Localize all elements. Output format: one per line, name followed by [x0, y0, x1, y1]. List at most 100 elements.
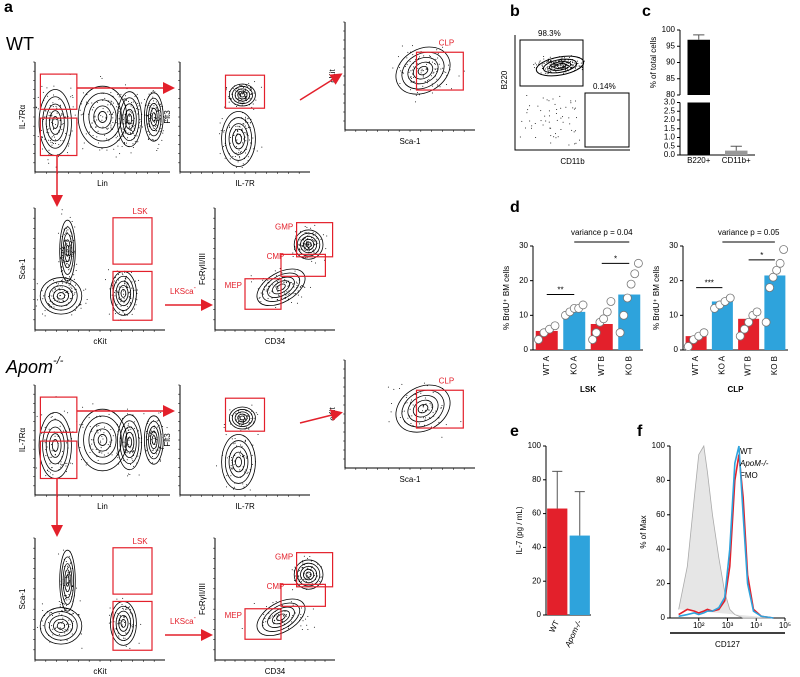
contour	[53, 618, 69, 633]
event-dot	[576, 60, 578, 62]
event-dot	[74, 114, 76, 116]
contour	[237, 413, 248, 423]
gate-label: LSK	[133, 537, 149, 546]
event-dot	[156, 124, 158, 126]
event-dot	[240, 450, 242, 452]
event-dot	[131, 287, 133, 289]
event-dot	[135, 304, 137, 306]
event-dot	[102, 116, 104, 118]
event-dot	[298, 244, 300, 246]
event-dot	[64, 240, 66, 242]
event-dot	[66, 604, 68, 606]
event-dot	[566, 65, 568, 67]
event-dot	[219, 122, 221, 124]
contour	[228, 446, 249, 478]
event-dot	[92, 448, 94, 450]
event-dot	[154, 127, 156, 129]
event-dot	[292, 604, 294, 606]
event-dot	[148, 117, 150, 119]
legend-entry: WT	[740, 447, 753, 456]
event-dot	[229, 409, 231, 411]
event-dot	[431, 426, 433, 428]
contour	[228, 83, 256, 107]
event-dot	[451, 88, 453, 90]
event-dot	[128, 423, 130, 425]
event-dot	[58, 144, 60, 146]
event-dot	[225, 87, 227, 89]
event-dot	[294, 566, 296, 568]
event-dot	[152, 96, 154, 98]
event-dot	[125, 451, 127, 453]
event-dot	[122, 274, 124, 276]
contour	[51, 116, 59, 129]
event-dot	[61, 123, 63, 125]
event-dot	[568, 144, 570, 146]
contour	[224, 440, 253, 484]
event-dot	[66, 624, 68, 626]
event-dot	[249, 489, 251, 491]
event-dot	[568, 57, 570, 59]
event-dot	[243, 138, 245, 140]
event-dot	[417, 57, 419, 59]
event-dot	[157, 426, 159, 428]
event-dot	[54, 118, 56, 120]
y-axis-label: IL-7Rα	[18, 428, 27, 453]
event-dot	[257, 413, 259, 415]
event-dot	[130, 464, 132, 466]
event-dot	[440, 68, 442, 70]
event-dot	[41, 432, 43, 434]
contour	[235, 456, 242, 468]
x-axis-label: CLP	[728, 385, 745, 394]
event-dot	[575, 117, 577, 119]
event-dot	[71, 130, 73, 132]
event-dot	[235, 413, 237, 415]
gate	[519, 39, 584, 87]
event-dot	[571, 129, 573, 131]
event-dot	[223, 131, 225, 133]
event-dot	[270, 616, 272, 618]
event-dot	[294, 612, 296, 614]
event-dot	[59, 119, 61, 121]
event-dot	[61, 129, 63, 131]
event-dot	[224, 106, 226, 108]
gate	[244, 278, 282, 310]
event-dot	[145, 430, 147, 432]
event-dot	[296, 285, 298, 287]
contour	[126, 436, 133, 448]
event-dot	[128, 439, 130, 441]
event-dot	[227, 96, 229, 98]
event-dot	[245, 426, 247, 428]
event-dot	[555, 137, 557, 139]
event-dot	[48, 428, 50, 430]
event-dot	[307, 248, 309, 250]
event-dot	[156, 109, 158, 111]
x-tick-label: B220+	[687, 156, 711, 165]
event-dot	[231, 457, 233, 459]
event-dot	[75, 269, 77, 271]
event-dot	[132, 460, 134, 462]
event-dot	[48, 114, 50, 116]
event-dot	[250, 93, 252, 95]
event-dot	[166, 427, 168, 429]
event-dot	[306, 226, 308, 228]
event-dot	[132, 465, 134, 467]
event-dot	[425, 68, 427, 70]
event-dot	[241, 99, 243, 101]
event-dot	[55, 282, 57, 284]
event-dot	[566, 63, 568, 65]
y-tick-label: 2.5	[664, 106, 676, 115]
gate	[280, 253, 327, 277]
event-dot	[163, 440, 165, 442]
event-dot	[147, 123, 149, 125]
event-dot	[129, 111, 131, 113]
event-dot	[85, 133, 87, 135]
event-dot	[51, 450, 53, 452]
event-dot	[249, 98, 251, 100]
event-dot	[541, 64, 543, 66]
contour	[239, 92, 246, 98]
event-dot	[234, 442, 236, 444]
panel-label: c	[642, 3, 651, 20]
event-dot	[133, 450, 135, 452]
event-dot	[295, 281, 297, 283]
